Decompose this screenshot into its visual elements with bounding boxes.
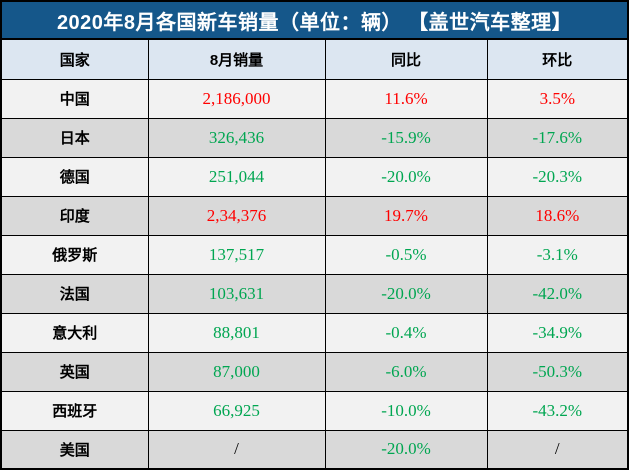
table-row: 俄罗斯 137,517 -0.5% -3.1% (0, 234, 629, 275)
cell-mom: -42.0% (486, 273, 629, 314)
cell-mom: 18.6% (486, 195, 629, 236)
cell-yoy: -10.0% (324, 390, 488, 431)
cell-yoy: -20.0% (324, 429, 488, 470)
table-title: 2020年8月各国新车销量（单位：辆） 【盖世汽车整理】 (0, 0, 629, 40)
cell-country: 西班牙 (0, 390, 149, 431)
cell-mom: 3.5% (486, 78, 629, 119)
cell-yoy: -0.4% (324, 312, 488, 353)
cell-country: 中国 (0, 78, 149, 119)
cell-mom: -43.2% (486, 390, 629, 431)
table-row: 德国 251,044 -20.0% -20.3% (0, 156, 629, 197)
cell-country: 俄罗斯 (0, 234, 149, 275)
cell-sales: 88,801 (147, 312, 326, 353)
cell-mom: -20.3% (486, 156, 629, 197)
title-row: 2020年8月各国新车销量（单位：辆） 【盖世汽车整理】 (0, 0, 629, 40)
cell-mom: / (486, 429, 629, 470)
cell-yoy: -20.0% (324, 273, 488, 314)
cell-mom: -17.6% (486, 117, 629, 158)
table-row: 英国 87,000 -6.0% -50.3% (0, 351, 629, 392)
table-row: 印度 2,34,376 19.7% 18.6% (0, 195, 629, 236)
table-row: 法国 103,631 -20.0% -42.0% (0, 273, 629, 314)
cell-country: 日本 (0, 117, 149, 158)
table-row: 西班牙 66,925 -10.0% -43.2% (0, 390, 629, 431)
cell-country: 德国 (0, 156, 149, 197)
table-row: 意大利 88,801 -0.4% -34.9% (0, 312, 629, 353)
table-body: 中国 2,186,000 11.6% 3.5% 日本 326,436 -15.9% -17.6… (0, 78, 629, 470)
cell-yoy: -6.0% (324, 351, 488, 392)
cell-sales: 2,34,376 (147, 195, 326, 236)
cell-country: 美国 (0, 429, 149, 470)
cell-sales: 66,925 (147, 390, 326, 431)
cell-sales: 2,186,000 (147, 78, 326, 119)
cell-mom: -34.9% (486, 312, 629, 353)
table-row: 中国 2,186,000 11.6% 3.5% (0, 78, 629, 119)
cell-mom: -3.1% (486, 234, 629, 275)
cell-sales: / (147, 429, 326, 470)
cell-country: 印度 (0, 195, 149, 236)
cell-yoy: -15.9% (324, 117, 488, 158)
cell-country: 法国 (0, 273, 149, 314)
cell-yoy: 11.6% (324, 78, 488, 119)
cell-yoy: 19.7% (324, 195, 488, 236)
column-header-country: 国家 (0, 38, 149, 80)
column-header-august-sales: 8月销量 (147, 38, 326, 80)
header-row: 国家 8月销量 同比 环比 (0, 38, 629, 80)
cell-country: 英国 (0, 351, 149, 392)
cell-yoy: -20.0% (324, 156, 488, 197)
cell-sales: 326,436 (147, 117, 326, 158)
cell-yoy: -0.5% (324, 234, 488, 275)
column-header-mom: 环比 (486, 38, 629, 80)
cell-sales: 137,517 (147, 234, 326, 275)
cell-sales: 103,631 (147, 273, 326, 314)
column-header-yoy: 同比 (324, 38, 488, 80)
cell-sales: 87,000 (147, 351, 326, 392)
table-row: 美国 / -20.0% / (0, 429, 629, 470)
cell-country: 意大利 (0, 312, 149, 353)
cell-mom: -50.3% (486, 351, 629, 392)
cell-sales: 251,044 (147, 156, 326, 197)
table-row: 日本 326,436 -15.9% -17.6% (0, 117, 629, 158)
